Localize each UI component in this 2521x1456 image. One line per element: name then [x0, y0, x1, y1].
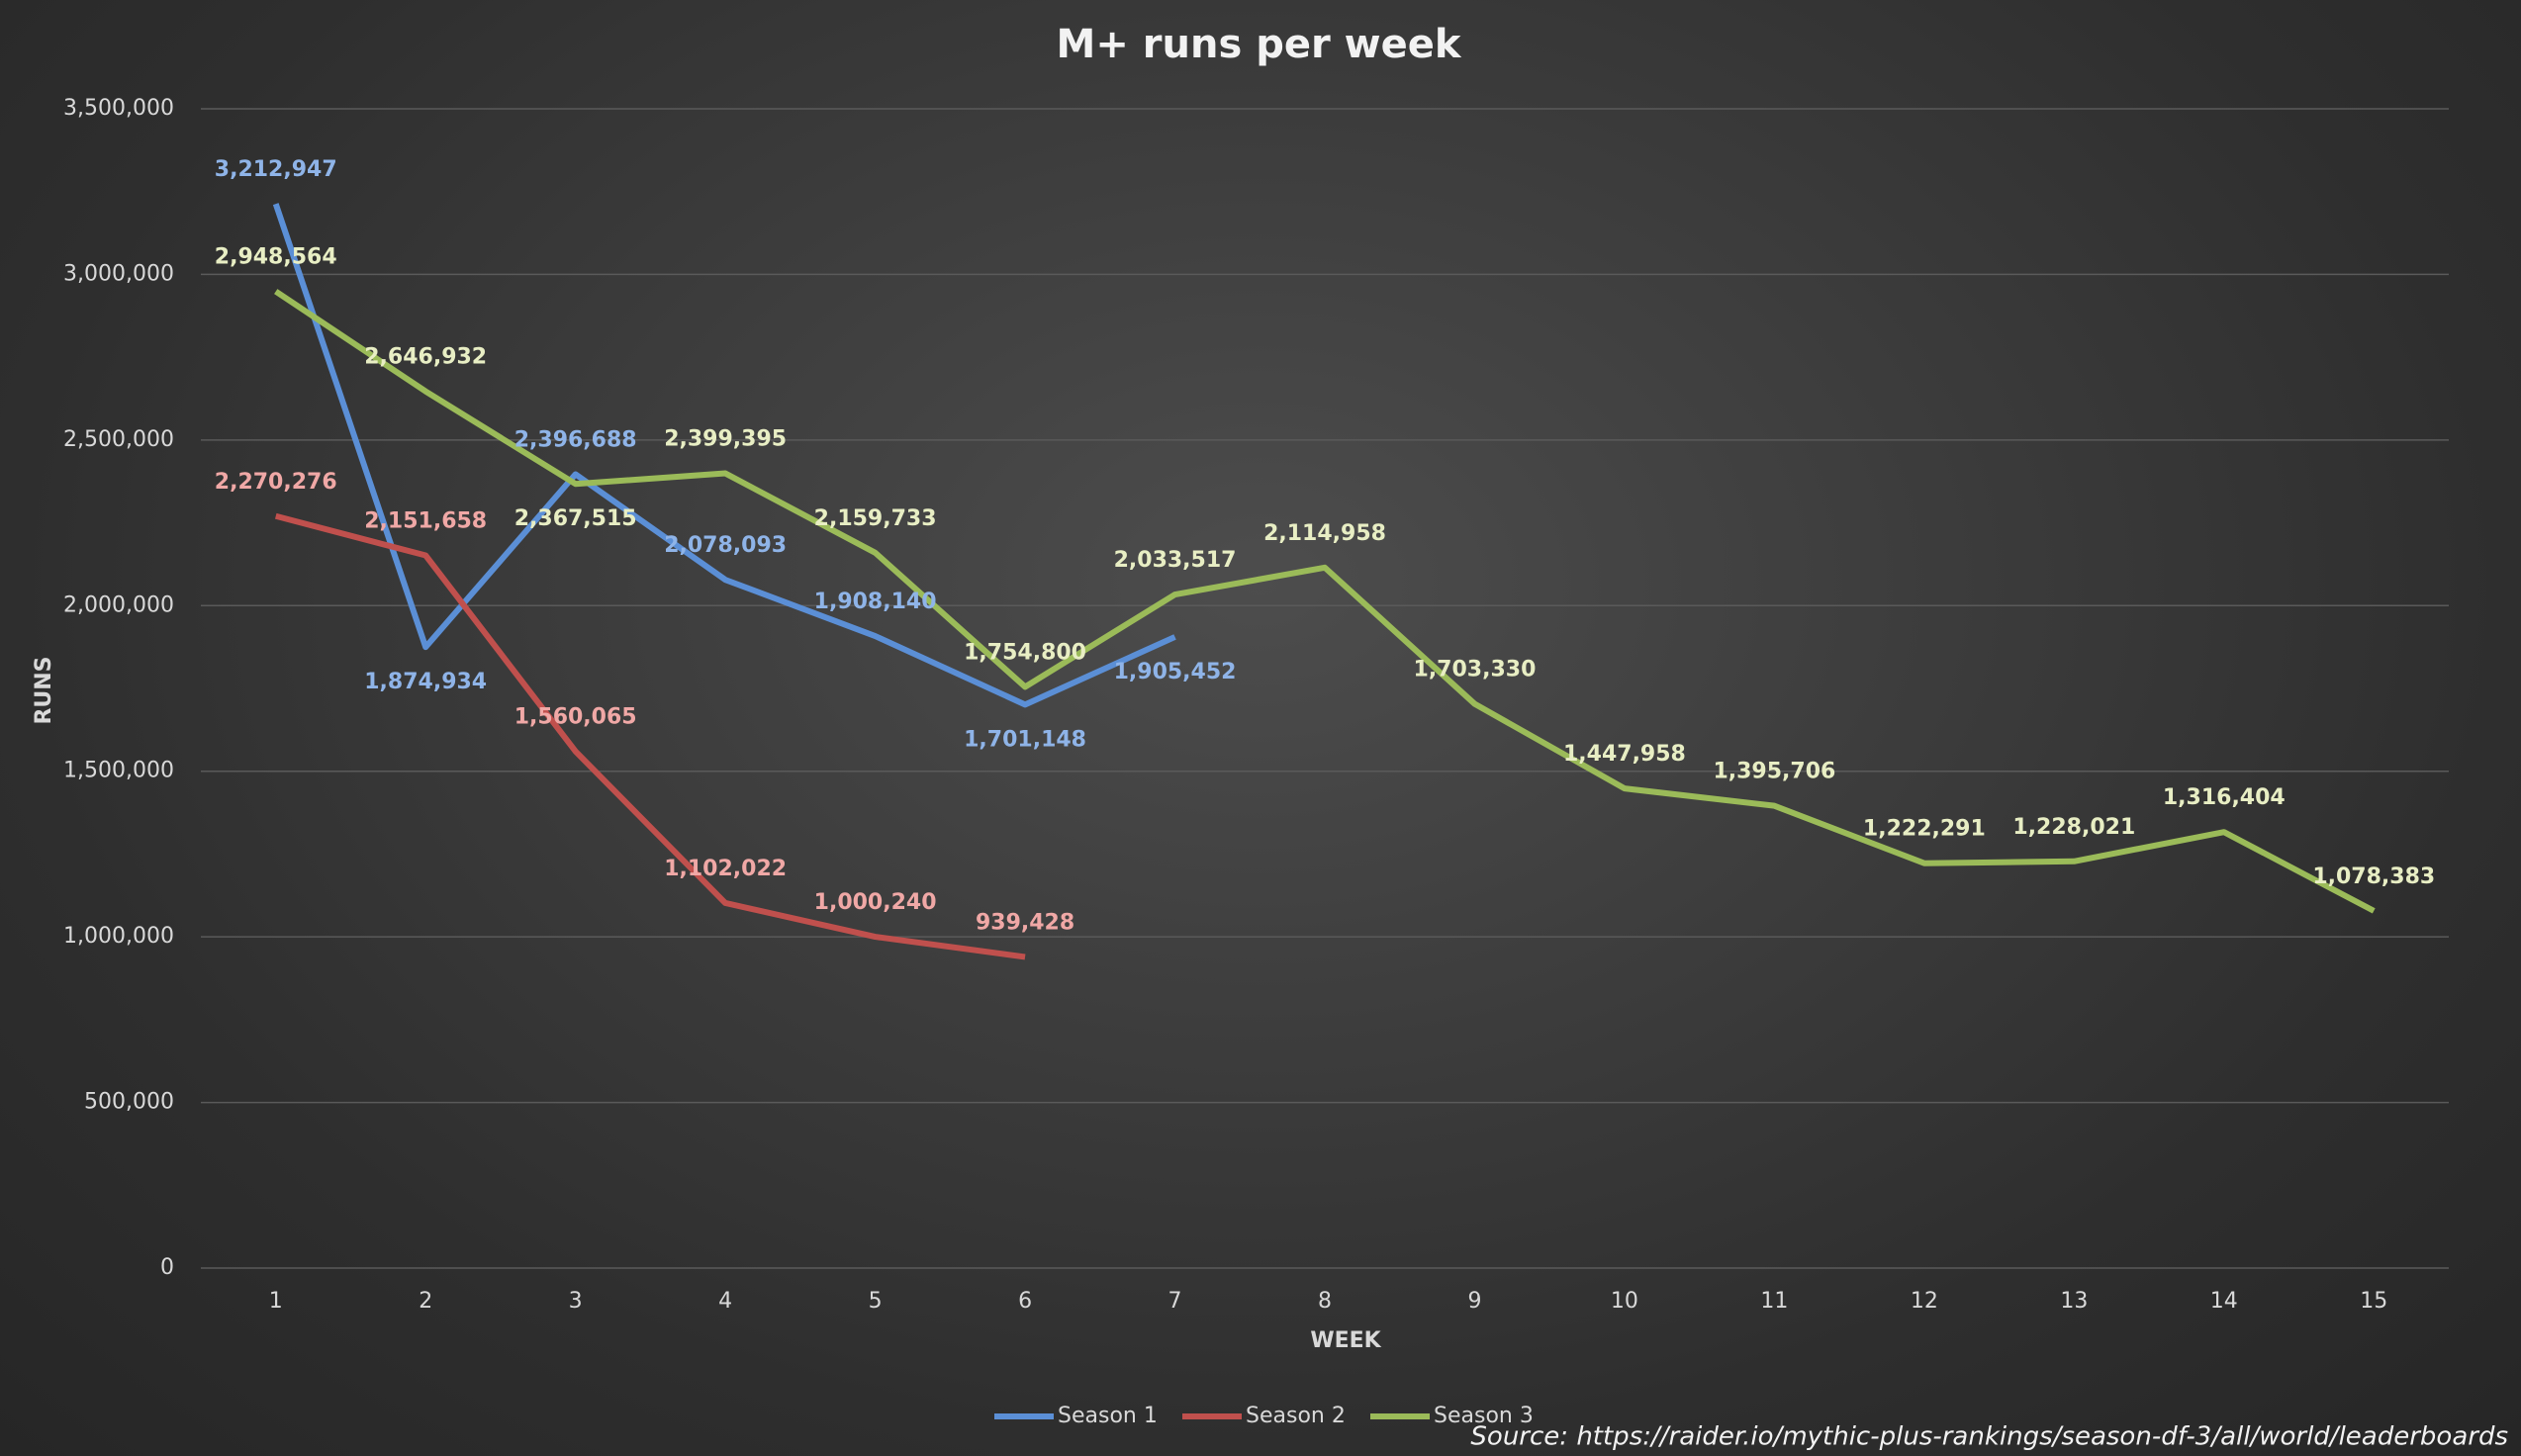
data-label: 2,114,958 — [1263, 521, 1386, 546]
data-label: 1,102,022 — [664, 857, 787, 881]
x-tick-label: 11 — [1760, 1289, 1788, 1314]
data-label: 1,703,330 — [1414, 658, 1537, 682]
data-label: 1,754,800 — [964, 640, 1086, 665]
x-tick-label: 13 — [2060, 1289, 2088, 1314]
y-tick-label: 3,000,000 — [63, 261, 174, 286]
data-label: 2,151,658 — [364, 509, 487, 534]
x-tick-label: 5 — [869, 1289, 883, 1314]
x-tick-label: 10 — [1611, 1289, 1638, 1314]
series-line — [274, 512, 1026, 960]
y-tick-label: 1,000,000 — [63, 924, 174, 949]
chart-title: M+ runs per week — [1057, 22, 1462, 67]
x-tick-label: 15 — [2360, 1289, 2387, 1314]
data-label: 1,395,706 — [1713, 760, 1835, 784]
y-tick-label: 500,000 — [84, 1090, 174, 1115]
y-tick-label: 1,500,000 — [63, 759, 174, 783]
data-label: 2,646,932 — [364, 345, 487, 370]
data-label: 1,078,383 — [2312, 864, 2435, 889]
data-label: 939,428 — [976, 910, 1074, 935]
x-tick-label: 4 — [718, 1289, 732, 1314]
x-tick-label: 6 — [1018, 1289, 1032, 1314]
data-label: 3,212,947 — [215, 157, 337, 182]
source-note: Source: https://raider.io/mythic-plus-ra… — [1470, 1422, 2508, 1452]
legend-label: Season 2 — [1246, 1404, 1346, 1428]
series-line — [274, 289, 2376, 914]
y-tick-label: 2,000,000 — [63, 592, 174, 617]
data-label: 2,396,688 — [514, 427, 637, 452]
x-tick-label: 8 — [1318, 1289, 1332, 1314]
data-label: 2,270,276 — [215, 470, 337, 495]
data-label: 2,367,515 — [514, 506, 637, 531]
data-label: 1,228,021 — [2012, 815, 2135, 840]
data-label: 1,908,140 — [814, 590, 937, 614]
data-label: 1,316,404 — [2163, 785, 2286, 810]
data-label: 1,874,934 — [364, 670, 487, 694]
data-label: 2,159,733 — [814, 506, 937, 531]
y-tick-label: 3,500,000 — [63, 96, 174, 121]
x-tick-label: 9 — [1467, 1289, 1481, 1314]
x-axis-title: WEEK — [1310, 1328, 1381, 1353]
x-tick-label: 1 — [269, 1289, 283, 1314]
data-label: 2,033,517 — [1114, 548, 1237, 573]
data-label: 1,447,958 — [1563, 742, 1686, 767]
data-label: 1,560,065 — [514, 705, 637, 730]
y-axis-title: RUNS — [32, 656, 56, 724]
data-label: 2,078,093 — [664, 533, 787, 558]
legend-label: Season 3 — [1434, 1404, 1534, 1428]
x-tick-label: 3 — [569, 1289, 583, 1314]
data-label: 1,701,148 — [964, 727, 1086, 752]
series-line — [272, 203, 1176, 708]
data-label: 1,222,291 — [1863, 817, 1986, 842]
x-tick-label: 2 — [419, 1289, 432, 1314]
data-label: 1,000,240 — [814, 890, 937, 915]
x-tick-label: 14 — [2210, 1289, 2238, 1314]
x-tick-label: 12 — [1911, 1289, 1938, 1314]
y-tick-label: 2,500,000 — [63, 427, 174, 452]
data-label: 2,948,564 — [215, 245, 337, 270]
data-label: 1,905,452 — [1114, 660, 1237, 684]
legend-label: Season 1 — [1058, 1404, 1158, 1428]
data-label: 2,399,395 — [664, 427, 787, 452]
x-tick-label: 7 — [1168, 1289, 1182, 1314]
y-tick-label: 0 — [160, 1255, 174, 1280]
